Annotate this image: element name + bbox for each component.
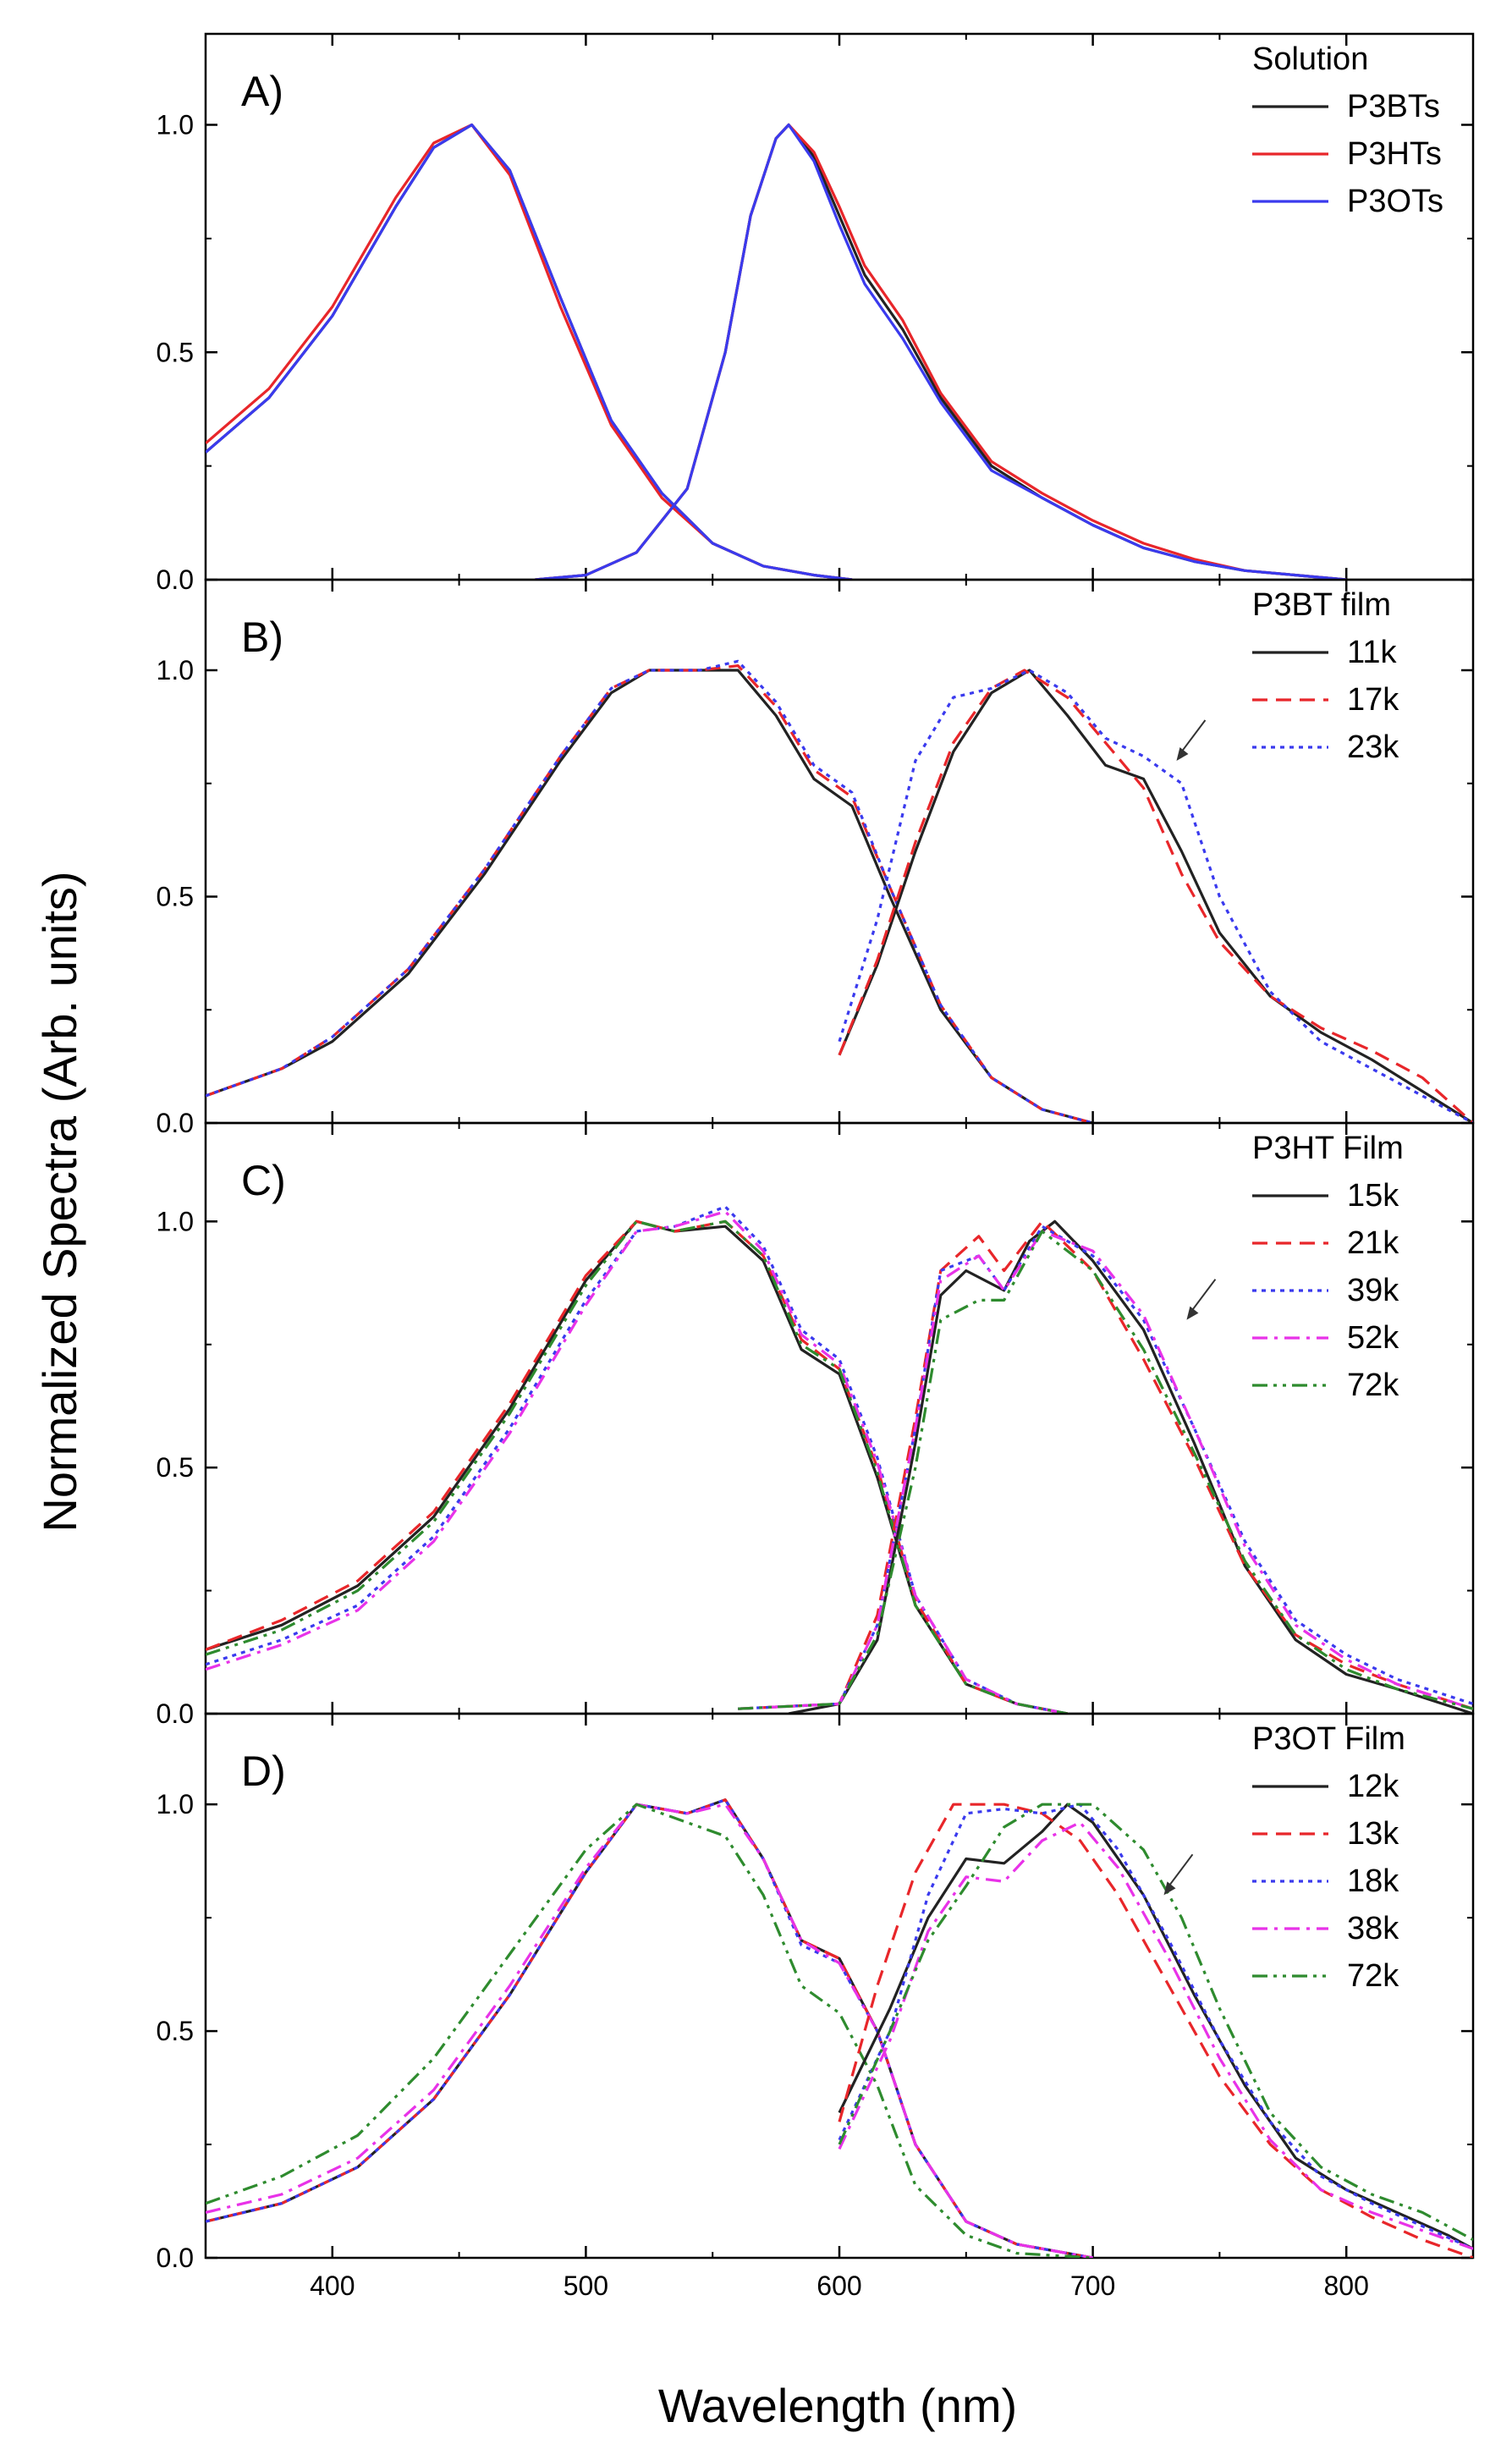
legend-title: P3HT Film: [1252, 1131, 1404, 1166]
annotation-arrow: [1189, 1279, 1217, 1314]
legend-label: 39k: [1347, 1273, 1399, 1308]
legend-label: P3OTs: [1347, 184, 1443, 219]
y-tick-label: 0.0: [157, 564, 194, 595]
legend-label: 12k: [1347, 1769, 1399, 1804]
annotation-arrowhead: [1176, 747, 1189, 761]
legend-label: 21k: [1347, 1225, 1399, 1261]
legend-label: P3BTs: [1347, 89, 1440, 124]
series-line-38k: [838, 1821, 1473, 2250]
x-tick-label: 800: [1324, 2271, 1369, 2301]
series-line-39k: [738, 1225, 1473, 1710]
y-tick-label: 0.0: [157, 1108, 194, 1138]
y-tick-label: 1.0: [157, 1206, 194, 1236]
series-line-11k: [838, 669, 1473, 1123]
y-tick-label: 0.5: [157, 1452, 194, 1483]
legend-label: 13k: [1347, 1816, 1399, 1852]
panel-a: 0.0 0.5 1.0 A) Solution P3BTs P3HTs P3OTs: [157, 32, 1475, 595]
annotation-arrow: [1166, 1853, 1194, 1889]
y-tick-label: 0.5: [157, 337, 194, 367]
panel-label: D): [241, 1748, 286, 1795]
annotation-arrowhead: [1163, 1881, 1176, 1896]
y-tick-label: 1.0: [157, 110, 194, 140]
series-line-13k: [838, 1803, 1473, 2258]
panels: 0.0 0.5 1.0 A) Solution P3BTs P3HTs P3OTs 0.0 0.5…: [157, 32, 1475, 2301]
series-line-23k: [838, 669, 1473, 1123]
y-tick-label: 1.0: [157, 1789, 194, 1819]
series-line-52k: [206, 1210, 1068, 1714]
series-line-12k: [838, 1803, 1473, 2250]
series-line-72k: [206, 1803, 1093, 2258]
panel-label: B): [241, 614, 283, 661]
panel-label: C): [241, 1157, 286, 1204]
x-tick-label: 500: [564, 2271, 608, 2301]
panel-b: 0.0 0.5 1.0 B) P3BT film 11k 17k 23k: [157, 578, 1475, 1138]
annotation-arrow: [1179, 719, 1207, 755]
y-tick-label: 0.5: [157, 882, 194, 912]
legend-label: 15k: [1347, 1178, 1399, 1214]
y-tick-label: 0.0: [157, 2243, 194, 2273]
y-tick-label: 0.5: [157, 2016, 194, 2046]
series-line-72k: [838, 1803, 1473, 2242]
x-axis-title: Wavelength (nm): [658, 2379, 1017, 2432]
series-line-11k: [206, 669, 1094, 1123]
series-line-21k: [738, 1219, 1473, 1710]
series-line-15k: [788, 1219, 1473, 1714]
series-line-P3OTs: [206, 123, 853, 580]
legend-label: 23k: [1347, 729, 1399, 765]
legend-title: P3OT Film: [1252, 1721, 1405, 1757]
legend-label: P3HTs: [1347, 136, 1442, 172]
x-tick-label: 600: [816, 2271, 861, 2301]
legend-label: 18k: [1347, 1863, 1399, 1899]
legend-label: 72k: [1347, 1368, 1399, 1403]
y-axis-title: Normalized Spectra (Arb. units): [33, 871, 86, 1532]
legend-title: P3BT film: [1252, 587, 1391, 623]
panel-d: 0.0 0.5 1.0 400 500 600 700 800 D) P3OT Film 12k 13…: [157, 1712, 1475, 2301]
legend-label: 72k: [1347, 1958, 1399, 1994]
legend-label: 38k: [1347, 1911, 1399, 1946]
annotation-arrowhead: [1186, 1306, 1199, 1320]
legend-label: 52k: [1347, 1320, 1399, 1356]
series-line-18k: [838, 1803, 1473, 2250]
legend-label: 11k: [1347, 635, 1397, 670]
x-tick-label: 700: [1070, 2271, 1115, 2301]
series-line-72k: [738, 1230, 1473, 1710]
series-line-38k: [206, 1803, 1093, 2258]
legend-title: Solution: [1252, 41, 1368, 77]
series-line-P3OTs: [535, 123, 1347, 580]
y-tick-label: 0.0: [157, 1698, 194, 1729]
y-tick-label: 1.0: [157, 655, 194, 685]
series-line-72k: [206, 1219, 1068, 1714]
x-tick-label: 400: [310, 2271, 355, 2301]
panel-label: A): [241, 68, 283, 115]
legend-label: 17k: [1347, 682, 1399, 718]
series-line-23k: [206, 659, 1094, 1123]
series-line-17k: [838, 669, 1473, 1123]
